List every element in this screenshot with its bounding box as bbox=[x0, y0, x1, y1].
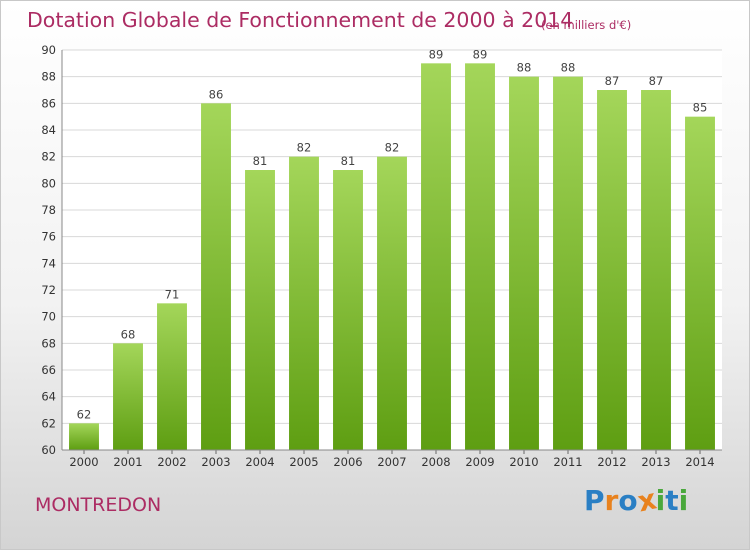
axes bbox=[61, 50, 722, 454]
bar-2007 bbox=[377, 156, 407, 450]
value-label: 87 bbox=[605, 74, 620, 88]
logo-letter: r bbox=[604, 484, 619, 517]
bars bbox=[69, 63, 715, 451]
value-label: 86 bbox=[209, 87, 224, 101]
y-tick-label: 70 bbox=[41, 310, 56, 324]
value-label: 87 bbox=[649, 74, 664, 88]
x-tick-label: 2006 bbox=[333, 455, 362, 469]
y-tick-label: 82 bbox=[41, 150, 56, 164]
chart-unit: (en milliers d'€) bbox=[541, 18, 632, 32]
bar-2000 bbox=[69, 423, 99, 450]
bar-2014 bbox=[685, 116, 715, 451]
logo-letter: i bbox=[655, 484, 666, 517]
x-tick-label: 2014 bbox=[685, 455, 714, 469]
value-label: 89 bbox=[473, 47, 488, 61]
bar-2009 bbox=[465, 63, 495, 450]
y-tick-label: 78 bbox=[41, 203, 56, 217]
y-tick-label: 88 bbox=[41, 70, 56, 84]
x-tick-label: 2012 bbox=[597, 455, 626, 469]
y-tick-label: 84 bbox=[41, 123, 56, 137]
chart-title: Dotation Globale de Fonctionnement de 20… bbox=[27, 8, 574, 32]
value-label: 89 bbox=[429, 47, 444, 61]
y-tick-label: 90 bbox=[41, 43, 56, 57]
logo-letter: t bbox=[665, 484, 679, 517]
value-label: 81 bbox=[341, 154, 356, 168]
value-label: 71 bbox=[165, 287, 180, 301]
y-tick-label: 86 bbox=[41, 96, 56, 110]
x-tick-label: 2005 bbox=[289, 455, 318, 469]
value-label: 88 bbox=[561, 61, 576, 75]
proxiti-logo: Proxiti bbox=[584, 482, 689, 518]
commune-name: MONTREDON bbox=[35, 494, 162, 516]
y-tick-label: 64 bbox=[41, 390, 56, 404]
bar-2008 bbox=[421, 63, 451, 450]
y-tick-label: 66 bbox=[41, 363, 56, 377]
x-tick-label: 2004 bbox=[245, 455, 274, 469]
value-label: 68 bbox=[121, 327, 136, 341]
logo-letter: i bbox=[678, 484, 689, 517]
bar-2011 bbox=[553, 76, 583, 451]
x-tick-label: 2003 bbox=[201, 455, 230, 469]
y-tick-label: 76 bbox=[41, 230, 56, 244]
x-tick-label: 2009 bbox=[465, 455, 494, 469]
x-tick-label: 2013 bbox=[641, 455, 670, 469]
labels: 60 62 64 66 68 70 72 74 76 78 80 82 84 86 88 90 62 2000 68… bbox=[41, 43, 714, 469]
y-tick-label: 72 bbox=[41, 283, 56, 297]
y-tick-label: 80 bbox=[41, 176, 56, 190]
logo-letter: P bbox=[584, 484, 605, 517]
bar-2004 bbox=[245, 170, 275, 450]
x-tick-label: 2007 bbox=[377, 455, 406, 469]
bar-2003 bbox=[201, 103, 231, 450]
value-label: 82 bbox=[385, 141, 400, 155]
y-tick-label: 60 bbox=[41, 443, 56, 457]
bar-2010 bbox=[509, 76, 539, 451]
bar-2001 bbox=[113, 343, 143, 450]
bar-2013 bbox=[641, 90, 671, 450]
x-tick-label: 2001 bbox=[113, 455, 142, 469]
y-tick-label: 74 bbox=[41, 256, 56, 270]
value-label: 62 bbox=[77, 407, 92, 421]
x-tick-label: 2000 bbox=[69, 455, 98, 469]
bar-2012 bbox=[597, 90, 627, 450]
bar-2005 bbox=[289, 156, 319, 450]
bar-2002 bbox=[157, 303, 187, 450]
bar-2006 bbox=[333, 170, 363, 450]
x-tick-label: 2008 bbox=[421, 455, 450, 469]
x-tick-label: 2011 bbox=[553, 455, 582, 469]
value-label: 85 bbox=[693, 101, 708, 115]
x-tick-label: 2010 bbox=[509, 455, 538, 469]
y-tick-label: 68 bbox=[41, 336, 56, 350]
y-tick-label: 62 bbox=[41, 416, 56, 430]
logo-letter: o bbox=[618, 484, 638, 517]
value-label: 88 bbox=[517, 61, 532, 75]
value-label: 82 bbox=[297, 141, 312, 155]
x-tick-label: 2002 bbox=[157, 455, 186, 469]
value-label: 81 bbox=[253, 154, 268, 168]
